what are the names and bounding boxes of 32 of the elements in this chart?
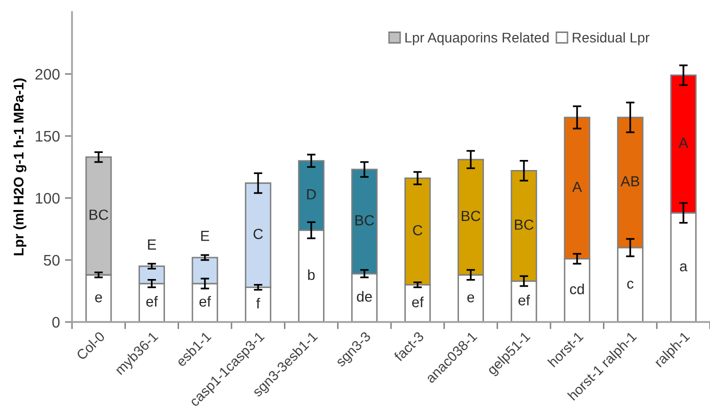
legend-label: Residual Lpr: [572, 32, 650, 46]
data-label: ef: [199, 296, 212, 307]
data-label: e: [467, 294, 474, 302]
data-label: BC: [355, 215, 374, 226]
data-label: C: [254, 228, 263, 240]
data-label: AB: [620, 176, 640, 186]
data-label: c: [627, 280, 634, 289]
data-label: BC: [514, 219, 534, 230]
data-label: A: [572, 182, 582, 192]
data-label: BC: [462, 210, 480, 222]
data-label: cd: [570, 284, 584, 294]
data-label: D: [307, 189, 316, 200]
data-label: f: [256, 298, 260, 308]
y-tick-label: 150: [36, 130, 60, 142]
y-tick-label: 100: [36, 192, 60, 204]
data-label: ef: [412, 296, 424, 308]
y-tick-label: 50: [44, 254, 60, 266]
y-tick-label: 200: [35, 68, 60, 80]
data-label: a: [680, 263, 688, 272]
data-label: E: [148, 240, 156, 250]
data-label: b: [308, 269, 315, 280]
data-label: ef: [518, 294, 530, 306]
data-label: C: [413, 225, 422, 236]
data-label: de: [356, 291, 372, 302]
data-label: A: [678, 138, 688, 148]
y-tick-label: 0: [52, 316, 60, 328]
data-label: BC: [90, 210, 108, 220]
y-axis-title: Lpr (ml H2O g-1 h-1 MPa-1): [13, 78, 26, 256]
data-label: e: [95, 294, 102, 302]
legend-label: Lpr Aquaporins Related: [405, 32, 549, 46]
data-label: ef: [146, 296, 158, 307]
data-label: E: [201, 230, 210, 241]
